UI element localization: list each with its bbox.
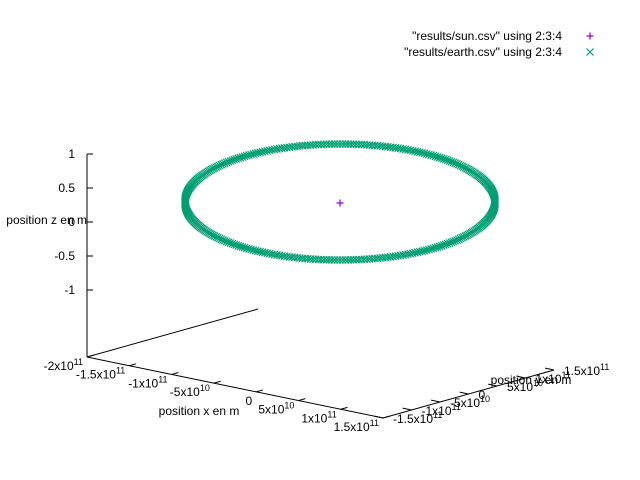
y-tick — [488, 383, 498, 387]
x-tick — [298, 398, 306, 402]
earth-point — [415, 148, 424, 157]
y-tick — [374, 415, 384, 419]
x-tick — [171, 372, 179, 375]
x-axis-line — [86, 356, 384, 419]
x-tick-label: -1.5x1011 — [76, 366, 125, 382]
legend-marker — [586, 32, 594, 40]
sun-point — [336, 199, 344, 207]
earth-point — [429, 244, 438, 253]
chart-axes: -2x1011-1.5x1011-1x1011-5x101005x10101x1… — [44, 147, 610, 434]
earth-point — [256, 247, 265, 256]
earth-point — [427, 244, 436, 253]
earth-point — [491, 197, 499, 205]
earth-point — [411, 147, 420, 156]
legend-label: "results/sun.csv" using 2:3:4 — [412, 29, 562, 43]
earth-point — [247, 150, 256, 159]
earth-point — [424, 150, 433, 159]
z-tick-label: -0.5 — [54, 249, 75, 263]
earth-point — [413, 248, 422, 257]
earth-point — [258, 248, 267, 257]
earth-point — [431, 243, 440, 252]
x-tick — [129, 363, 137, 367]
earth-point — [240, 152, 249, 161]
earth-point — [256, 148, 265, 157]
legend-marker — [586, 48, 594, 56]
earth-point — [424, 245, 433, 254]
x-tick — [340, 406, 348, 410]
y-tick — [402, 407, 412, 411]
y-axis-label: position y en m — [491, 373, 572, 387]
earth-point — [427, 151, 436, 160]
earth-point — [263, 249, 272, 258]
x-tick-label: 0 — [245, 394, 252, 408]
sun-series — [336, 199, 344, 207]
earth-point — [490, 196, 499, 204]
earth-point — [260, 248, 269, 257]
chart-legend: "results/sun.csv" using 2:3:4 "results/ea… — [404, 29, 594, 59]
base-back-line — [86, 308, 259, 358]
earth-point — [418, 148, 427, 157]
earth-point — [420, 149, 429, 158]
z-tick-label: 0.5 — [58, 181, 75, 195]
y-tick-label: -1.5x1011 — [393, 410, 442, 426]
earth-point — [253, 247, 262, 256]
x-tick-label: 1x1011 — [301, 409, 336, 425]
earth-point — [247, 245, 256, 254]
earth-orbit-series — [181, 140, 499, 264]
earth-point — [420, 246, 429, 255]
x-tick-label: -2x1011 — [44, 357, 83, 373]
earth-point — [253, 148, 262, 157]
earth-point — [258, 147, 267, 156]
z-tick-label: -1 — [64, 283, 75, 297]
earth-point — [415, 247, 424, 256]
x-tick-label: 1.5x1011 — [334, 418, 379, 434]
earth-point — [244, 244, 253, 253]
earth-point — [249, 149, 258, 158]
legend-label: "results/earth.csv" using 2:3:4 — [404, 45, 562, 59]
x-axis-label: position x en m — [159, 404, 240, 418]
z-tick-label: 1 — [68, 147, 75, 161]
earth-point — [408, 146, 417, 155]
x-tick-label: 5x1010 — [258, 401, 294, 417]
x-tick — [213, 380, 221, 384]
x-tick — [382, 415, 390, 419]
earth-point — [422, 149, 431, 158]
earth-point — [418, 247, 427, 256]
x-tick-label: -5x1010 — [170, 383, 210, 399]
x-tick — [86, 354, 94, 358]
earth-point — [413, 147, 422, 156]
y-tick-label: 1.5x1011 — [564, 362, 609, 378]
earth-point — [242, 151, 251, 160]
y-tick — [516, 375, 526, 379]
y-tick-label: 0 — [479, 388, 486, 402]
z-axis-label: position z en m — [6, 213, 87, 227]
earth-point — [490, 195, 499, 203]
x-tick-label: -1x1011 — [128, 374, 167, 390]
z-tick-label: 0 — [68, 215, 75, 229]
y-tick-label: -1x1011 — [422, 402, 461, 418]
earth-point — [251, 149, 260, 158]
earth-point — [251, 246, 260, 255]
y-tick — [545, 367, 555, 371]
y-tick — [431, 399, 441, 403]
earth-point — [249, 246, 258, 255]
y-tick — [459, 391, 469, 395]
x-tick — [256, 389, 264, 393]
earth-point — [422, 246, 431, 255]
earth-point — [244, 151, 253, 160]
